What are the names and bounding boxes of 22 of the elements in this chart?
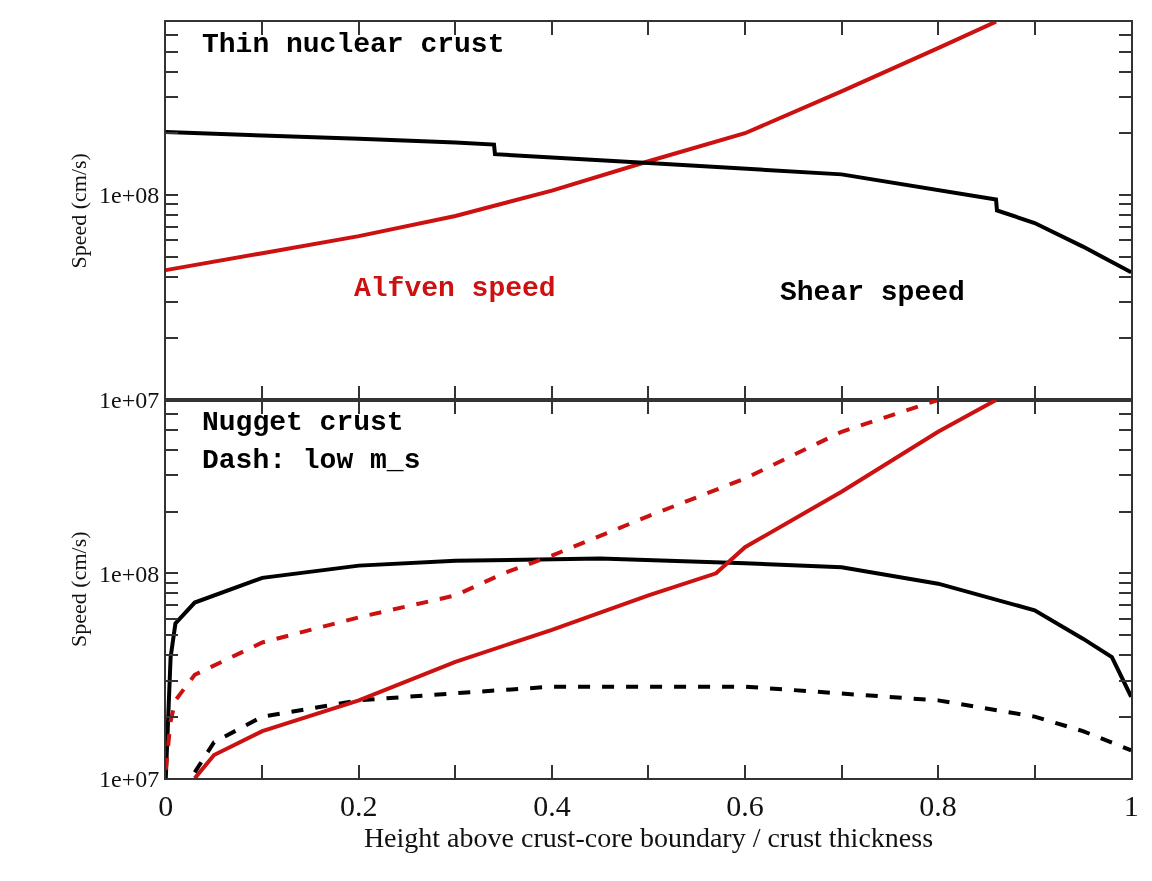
y-tick-label: 1e+07 (99, 765, 160, 792)
line-series (192, 684, 1132, 775)
y-axis-title: Speed (cm/s) (66, 153, 92, 269)
x-tick-label: 0.2 (340, 789, 378, 823)
x-tick-label: 1 (1123, 789, 1139, 823)
text: Dash: low m_s (202, 445, 421, 476)
y-tick-label: 1e+08 (99, 560, 160, 587)
chart-title: Thin nuclear crust (202, 29, 505, 60)
y-tick-label: 1e+07 (99, 387, 160, 414)
y-tick-label: 1e+08 (99, 182, 160, 209)
y-axis-title: Speed (cm/s) (66, 531, 92, 647)
x-tick-label: 0.4 (533, 789, 571, 823)
line-series (165, 129, 1132, 275)
x-tick-label: 0.6 (726, 789, 764, 823)
line-series (165, 21, 999, 273)
x-tick-label: 0.8 (919, 789, 957, 823)
text: Shear speed (780, 277, 965, 308)
x-axis-title: Height above crust-core boundary / crust thickness (363, 822, 934, 854)
series-label: Alfven speed (354, 273, 556, 304)
line-series (165, 556, 1132, 779)
x-tick-label: 0 (158, 789, 174, 823)
chart-title: Nugget crust (202, 407, 404, 438)
